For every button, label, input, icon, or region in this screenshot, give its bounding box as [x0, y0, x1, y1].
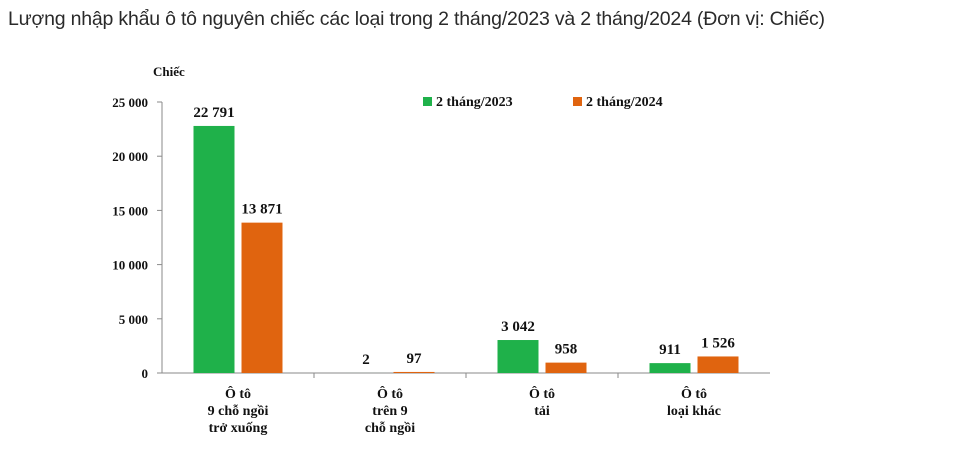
x-tick-label: 9 chỗ ngồi: [208, 403, 269, 419]
x-tick-label: Ô tô: [529, 385, 555, 402]
chart-title: Lượng nhập khẩu ô tô nguyên chiếc các lo…: [8, 8, 825, 30]
bar: [193, 125, 235, 373]
data-label: 13 871: [241, 202, 282, 218]
y-tick-label: 5 000: [119, 312, 148, 327]
data-label: 1 526: [701, 335, 735, 351]
data-label: 911: [659, 342, 681, 358]
x-tick-label: Ô tô: [225, 385, 251, 402]
legend-label: 2 tháng/2023: [436, 95, 513, 110]
x-tick-label: chỗ ngồi: [365, 420, 415, 436]
x-tick-label: tải: [534, 404, 550, 419]
legend-swatch: [423, 97, 432, 106]
x-tick-label: trên 9: [372, 404, 407, 419]
bar: [241, 222, 283, 373]
x-tick-label: Ô tô: [681, 385, 707, 402]
bar: [545, 362, 587, 373]
bar: [497, 340, 539, 373]
bar: [649, 363, 691, 373]
data-label: 958: [555, 342, 578, 358]
bar: [393, 371, 435, 373]
x-tick-label: Ô tô: [377, 385, 403, 402]
y-tick-label: 20 000: [112, 149, 148, 164]
y-tick-label: 0: [142, 366, 149, 381]
x-tick-label: trở xuống: [209, 421, 268, 436]
data-label: 22 791: [193, 105, 234, 121]
bar: [697, 356, 739, 373]
legend-label: 2 tháng/2024: [586, 95, 663, 110]
y-tick-label: 15 000: [112, 203, 148, 218]
y-axis-label: Chiếc: [153, 64, 185, 79]
data-label: 97: [407, 351, 423, 367]
data-label: 2: [362, 352, 370, 368]
y-tick-label: 10 000: [112, 258, 148, 273]
data-label: 3 042: [501, 319, 535, 335]
x-tick-label: loại khác: [667, 404, 721, 419]
y-tick-label: 25 000: [112, 95, 148, 110]
legend-swatch: [573, 97, 582, 106]
